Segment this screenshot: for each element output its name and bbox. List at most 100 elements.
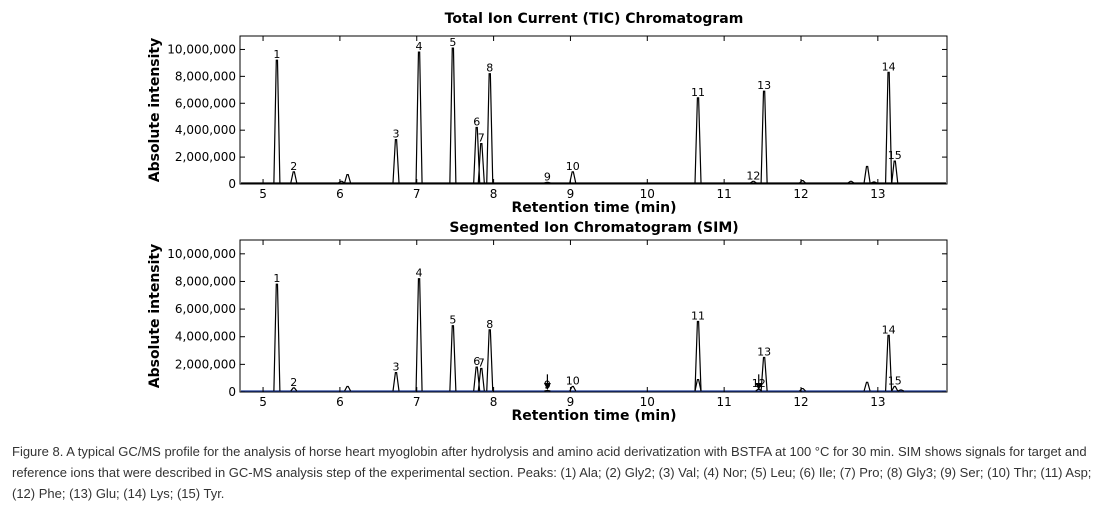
sim-peak-15 (891, 385, 899, 392)
sim-peak-label-13: 13 (757, 345, 771, 358)
tic-x-tick-label-11: 11 (717, 187, 732, 201)
sim-peak-label-2: 2 (290, 376, 297, 389)
tic-peak-14 (884, 71, 893, 184)
sim-y-tick-label-2: 4,000,000 (175, 330, 236, 344)
tic-peak-label-1: 1 (273, 48, 280, 61)
sim-peak-label-5: 5 (449, 314, 456, 327)
sim-x-tick-label-10: 10 (640, 395, 655, 409)
tic-y-tick-label-5: 10,000,000 (167, 42, 236, 56)
tic-x-tick-label-13: 13 (870, 187, 885, 201)
tic-minor-peak-1 (344, 173, 352, 184)
tic-peak-label-8: 8 (486, 62, 493, 75)
sim-peak-label-14: 14 (882, 323, 896, 336)
sim-y-tick-label-4: 8,000,000 (175, 274, 236, 288)
sim-peak-14 (884, 334, 893, 392)
tic-peak-label-12: 12 (746, 169, 760, 182)
tic-peak-5 (449, 47, 457, 184)
figure-caption: Figure 8. A typical GC/MS profile for th… (12, 444, 1092, 501)
tic-minor-peak-5 (847, 180, 855, 184)
sim-peak-2 (290, 387, 298, 392)
sim-arrow-head-2 (755, 383, 763, 390)
tic-x-tick-label-10: 10 (640, 187, 655, 201)
sim-x-tick-label-9: 9 (567, 395, 575, 409)
tic-peak-12 (749, 180, 757, 184)
tic-minor-peak-6 (870, 181, 878, 184)
tic-peak-label-4: 4 (416, 40, 423, 53)
sim-minor-peak-1 (344, 385, 352, 392)
sim-peak-5 (449, 325, 457, 392)
tic-peak-9 (544, 181, 551, 184)
sim-minor-peak-4 (694, 378, 702, 392)
tic-y-axis-label: Absolute intensity (147, 38, 163, 183)
sim-peak-7 (477, 367, 485, 392)
sim-y-ticks: 0 2,000,000 4,000,000 6,000,000 8,000,000 10,… (167, 247, 947, 399)
sim-x-tick-label-8: 8 (490, 395, 498, 409)
tic-peak-15 (891, 160, 899, 184)
tic-y-tick-label-3: 6,000,000 (175, 96, 236, 110)
sim-y-tick-label-3: 6,000,000 (175, 302, 236, 316)
tic-y-tick-label-2: 4,000,000 (175, 123, 236, 137)
tic-x-tick-label-9: 9 (567, 187, 575, 201)
tic-x-tick-label-8: 8 (490, 187, 498, 201)
tic-peak-10 (569, 171, 577, 184)
tic-trace-group (241, 47, 946, 184)
sim-x-tick-label-13: 13 (870, 395, 885, 409)
sim-y-tick-label-5: 10,000,000 (167, 247, 236, 261)
sim-peak-3 (392, 372, 400, 392)
sim-x-tick-label-11: 11 (717, 395, 732, 409)
sim-peak-label-7: 7 (478, 357, 485, 370)
sim-y-tick-label-0: 0 (228, 385, 236, 399)
sim-y-axis-label: Absolute intensity (147, 244, 163, 389)
sim-peak-label-4: 4 (416, 267, 423, 280)
sim-peak-label-15: 15 (888, 374, 902, 387)
sim-minor-peak-5 (897, 389, 905, 392)
tic-x-ticks: 5 6 7 8 9 10 11 12 13 (259, 36, 885, 201)
tic-peak-label-11: 11 (691, 86, 705, 99)
tic-x-axis-label: Retention time (min) (512, 200, 677, 216)
tic-peak-label-7: 7 (478, 132, 485, 145)
sim-peak-13 (760, 356, 768, 392)
sim-peak-label-10: 10 (566, 374, 580, 387)
sim-trace-group (241, 278, 946, 392)
tic-peak-1 (273, 59, 281, 184)
tic-peak-7 (477, 143, 485, 184)
sim-chart-title: Segmented Ion Chromatogram (SIM) (449, 220, 738, 236)
sim-peak-6 (473, 366, 481, 392)
sim-peak-label-1: 1 (273, 272, 280, 285)
sim-peak-4 (415, 278, 423, 392)
sim-plot-frame (239, 239, 948, 393)
tic-peak-4 (415, 51, 423, 184)
tic-minor-peak-3 (863, 165, 871, 184)
tic-y-tick-label-0: 0 (228, 177, 236, 191)
tic-x-tick-label-5: 5 (259, 187, 267, 201)
tic-peak-3 (392, 139, 400, 184)
chromatogram-figure: Total Ion Current (TIC) Chromatogram 5 6 7… (147, 11, 948, 424)
sim-arrow-head-1 (543, 383, 551, 390)
tic-peak-label-15: 15 (888, 149, 902, 162)
tic-x-tick-label-7: 7 (413, 187, 421, 201)
tic-x-tick-label-12: 12 (793, 187, 808, 201)
sim-peak-label-3: 3 (393, 361, 400, 374)
tic-y-tick-label-1: 2,000,000 (175, 150, 236, 164)
sim-x-ticks: 5 6 7 8 9 10 11 12 13 (259, 240, 885, 409)
sim-peak-8 (486, 329, 494, 392)
tic-peak-label-3: 3 (393, 128, 400, 141)
tic-y-tick-label-4: 8,000,000 (175, 69, 236, 83)
sim-x-tick-label-5: 5 (259, 395, 267, 409)
tic-plot-frame (239, 35, 948, 185)
tic-peak-11 (694, 97, 702, 184)
sim-x-tick-label-12: 12 (793, 395, 808, 409)
tic-peak-label-9: 9 (544, 170, 551, 183)
tic-chart-title: Total Ion Current (TIC) Chromatogram (445, 11, 744, 27)
tic-y-ticks: 0 2,000,000 4,000,000 6,000,000 8,000,000 10,… (167, 42, 947, 191)
sim-peak-label-11: 11 (691, 310, 705, 323)
tic-panel: Total Ion Current (TIC) Chromatogram 5 6 7… (147, 11, 948, 216)
tic-peak-2 (290, 171, 298, 184)
tic-peak-label-2: 2 (290, 160, 297, 173)
tic-peak-label-6: 6 (473, 115, 480, 128)
sim-peak-10 (569, 385, 577, 392)
tic-peak-8 (486, 73, 494, 184)
tic-peak-label-5: 5 (449, 36, 456, 49)
